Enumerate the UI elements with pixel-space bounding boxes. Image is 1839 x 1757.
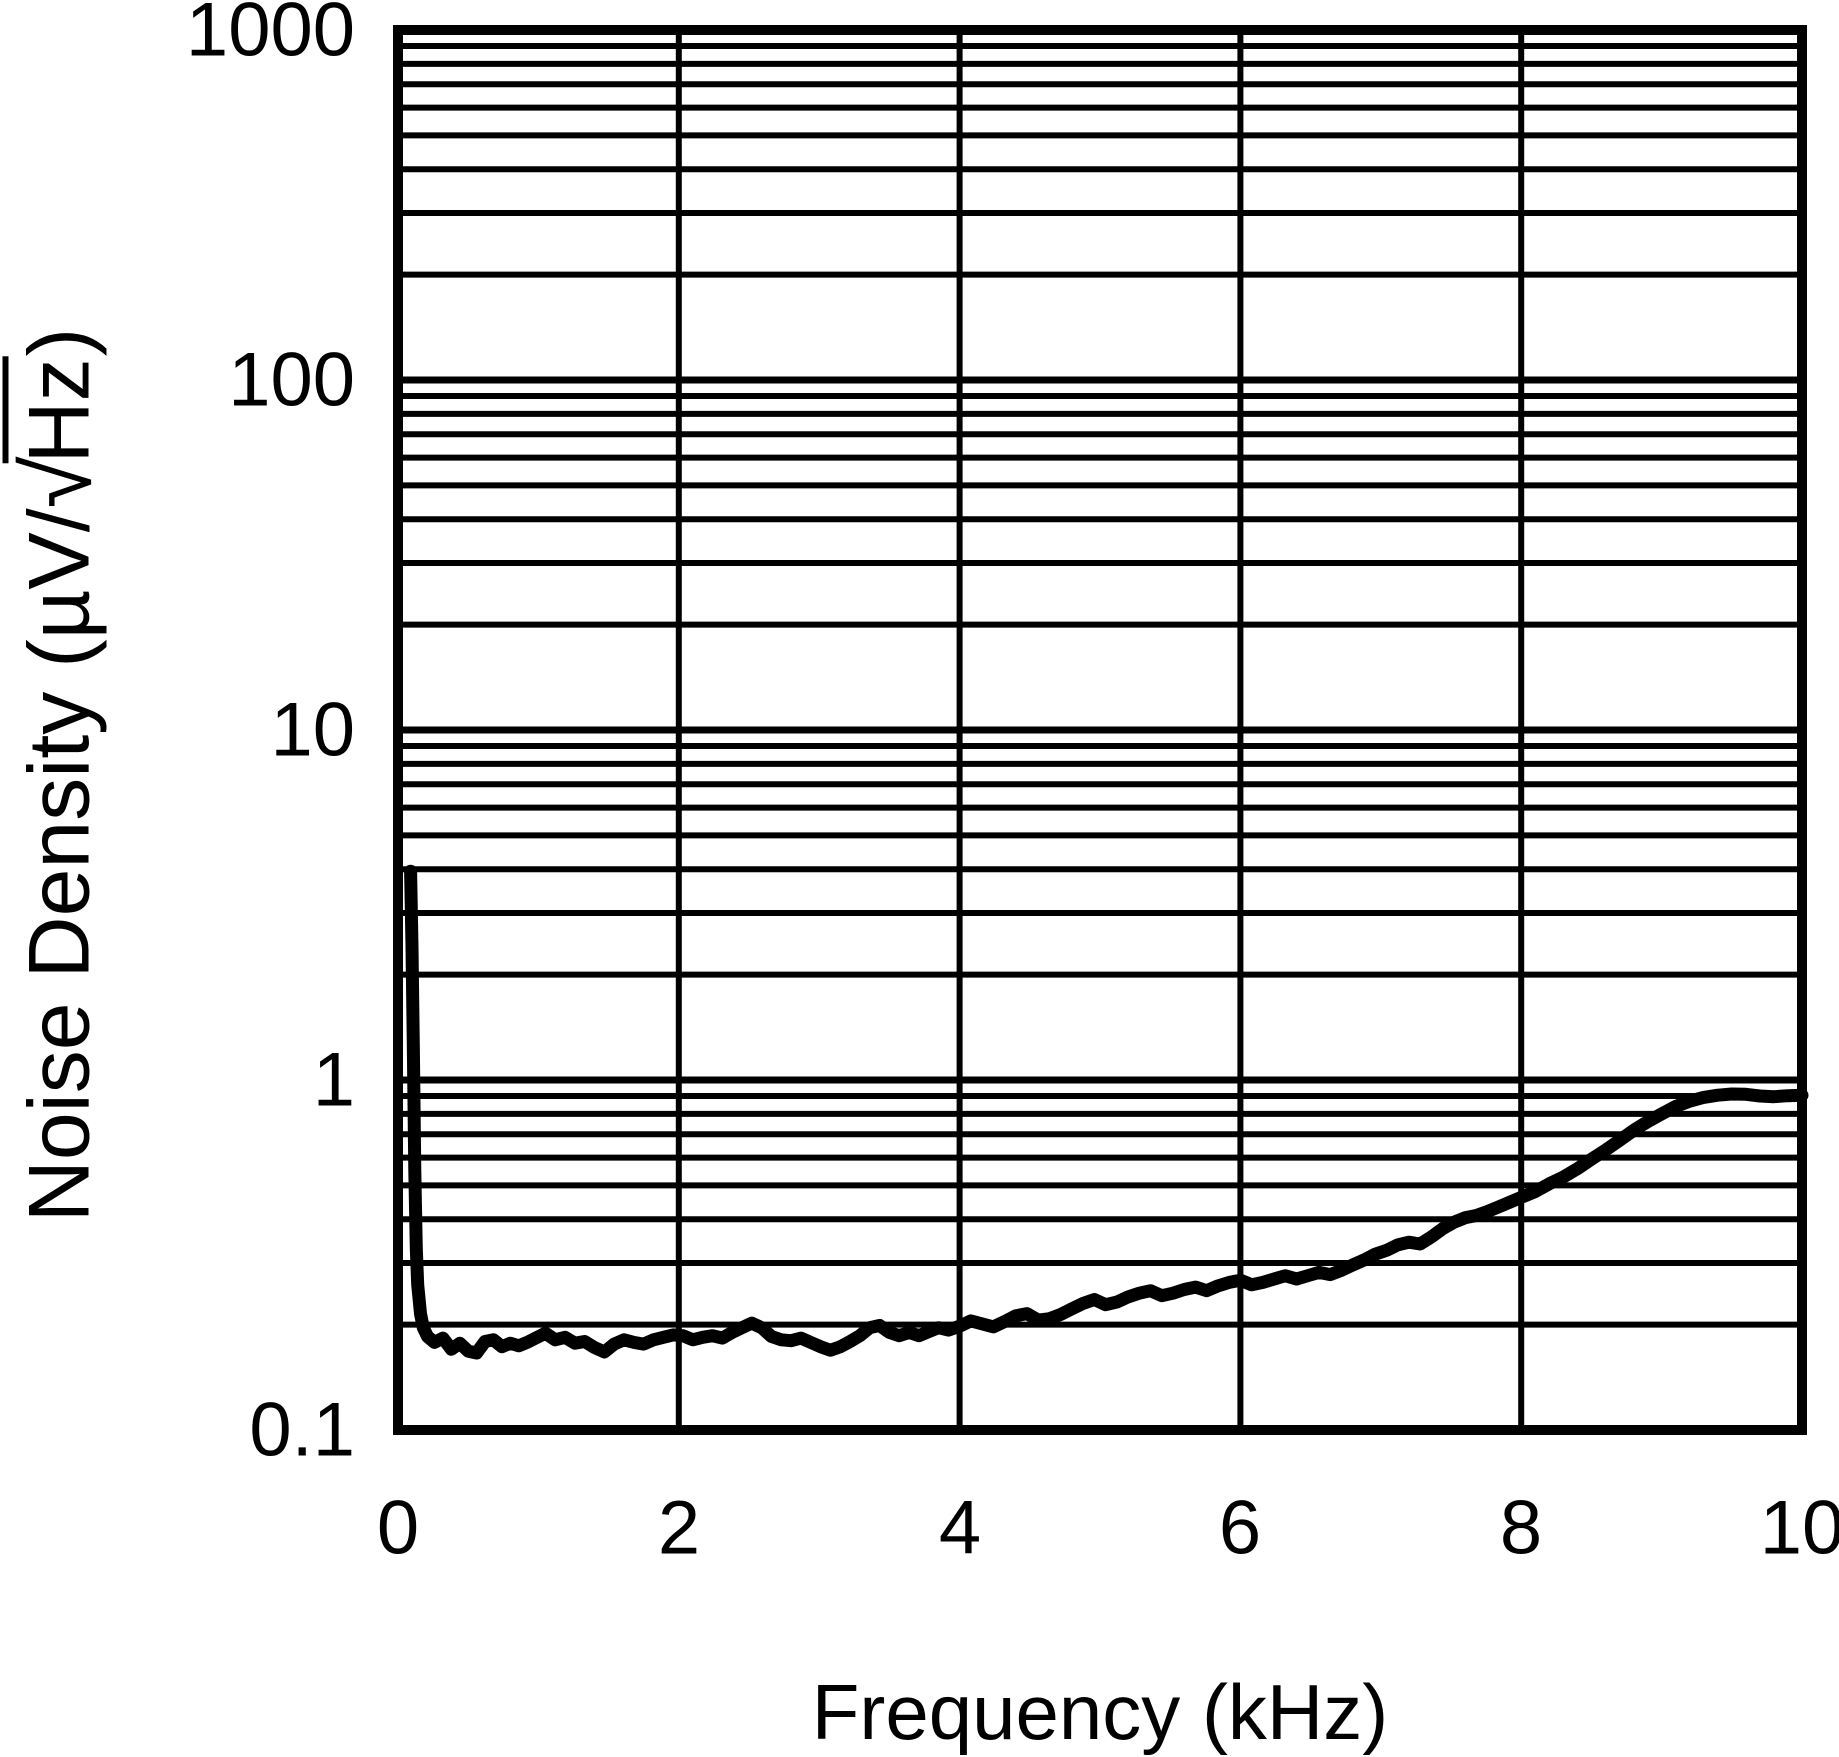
- y-tick-10: 10: [270, 688, 355, 773]
- noise-density-curve: [404, 864, 1809, 1360]
- x-tick-4: 4: [939, 1486, 981, 1571]
- x-tick-0: 0: [377, 1486, 419, 1571]
- sqrt-radical-symbol: √: [5, 456, 112, 509]
- x-tick-2: 2: [658, 1486, 700, 1571]
- y-axis-title: Noise Density (µV/√Hz): [2, 327, 112, 1223]
- sqrt-argument: Hz: [2, 356, 110, 464]
- gridlines: [395, 26, 1805, 1434]
- x-axis-title: Frequency (kHz): [812, 1668, 1388, 1756]
- y-tick-100: 100: [228, 338, 355, 423]
- y-axis-title-prefix: Noise Density (µV/: [11, 508, 108, 1223]
- y-tick-1000: 1000: [186, 0, 355, 73]
- y-tick-0p1: 0.1: [249, 1388, 355, 1473]
- x-tick-6: 6: [1219, 1486, 1261, 1571]
- y-axis-title-suffix: ): [11, 327, 108, 357]
- plot-border: [393, 25, 1807, 1435]
- x-tick-10: 10: [1760, 1486, 1839, 1571]
- x-tick-8: 8: [1500, 1486, 1542, 1571]
- y-tick-1: 1: [313, 1038, 355, 1123]
